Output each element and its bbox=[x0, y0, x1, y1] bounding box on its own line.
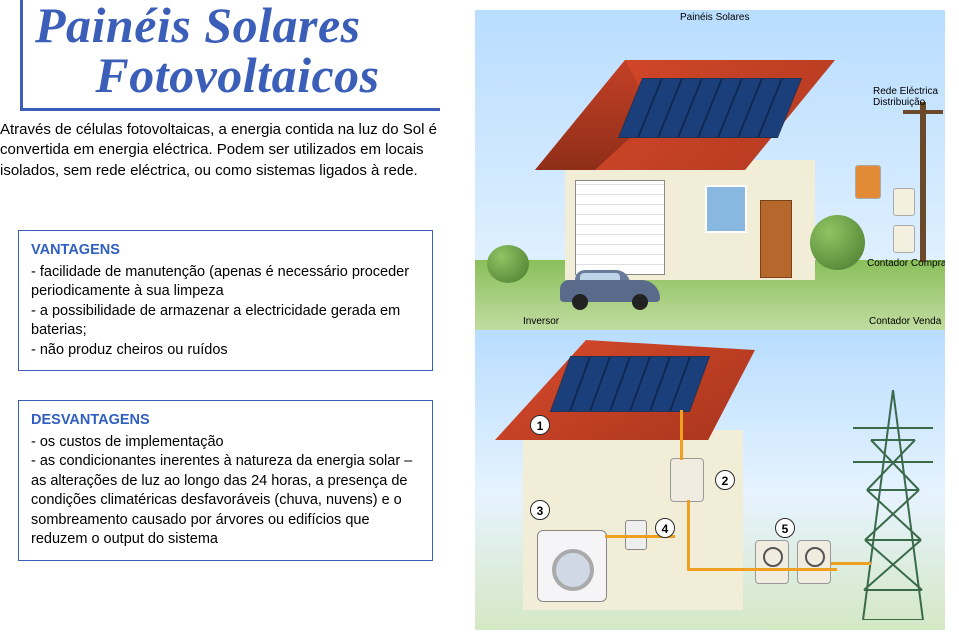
callout-4: 4 bbox=[655, 518, 675, 538]
solar-panel-array-icon bbox=[618, 78, 802, 138]
wire-icon bbox=[831, 562, 871, 565]
meter-sell-icon bbox=[893, 225, 915, 253]
advantage-item: - a possibilidade de armazenar a electri… bbox=[31, 302, 420, 341]
callout-1: 1 bbox=[530, 415, 550, 435]
solar-diagram-illustration: Painéis Solares Rede Eléctrica Distribui… bbox=[475, 10, 945, 630]
disadvantages-box: DESVANTAGENS - os custos de implementaçã… bbox=[18, 400, 433, 561]
label-paineis: Painéis Solares bbox=[680, 12, 749, 23]
window-icon bbox=[705, 185, 747, 233]
callout-2: 2 bbox=[715, 470, 735, 490]
intro-paragraph: Através de células fotovoltaicas, a ener… bbox=[0, 120, 455, 181]
house-top-view bbox=[535, 60, 835, 280]
wire-icon bbox=[680, 410, 683, 460]
advantages-box: VANTAGENS - facilidade de manutenção (ap… bbox=[18, 230, 433, 371]
cutaway-inverter-icon bbox=[670, 458, 704, 502]
advantages-heading: VANTAGENS bbox=[31, 241, 420, 261]
label-rede: Rede Eléctrica Distribuição bbox=[873, 86, 941, 108]
transmission-tower-icon bbox=[853, 390, 933, 620]
cutaway-meter-icon bbox=[797, 540, 831, 584]
meter-buy-icon bbox=[893, 188, 915, 216]
label-contador-compra: Contador Compra bbox=[867, 258, 945, 269]
callout-3: 3 bbox=[530, 500, 550, 520]
disadvantage-item: - os custos de implementação bbox=[31, 433, 420, 453]
title-line-1: Painéis Solares bbox=[35, 0, 440, 50]
wire-icon bbox=[687, 500, 690, 570]
title-line-2: Fotovoltaicos bbox=[35, 50, 440, 100]
advantage-item: - não produz cheiros ou ruídos bbox=[31, 341, 420, 361]
cutaway-meter-icon bbox=[755, 540, 789, 584]
wire-icon bbox=[687, 568, 837, 571]
garage-door-icon bbox=[575, 180, 665, 275]
bush-icon bbox=[810, 215, 865, 270]
washing-machine-icon bbox=[537, 530, 607, 602]
callout-5: 5 bbox=[775, 518, 795, 538]
door-icon bbox=[760, 200, 792, 278]
label-inversor: Inversor bbox=[523, 316, 559, 327]
disadvantages-heading: DESVANTAGENS bbox=[31, 411, 420, 431]
utility-pole-arm-icon bbox=[903, 110, 943, 114]
car-icon bbox=[560, 270, 660, 310]
cutaway-solar-panel-icon bbox=[550, 356, 710, 412]
inverter-icon bbox=[855, 165, 881, 199]
disadvantage-item: - as condicionantes inerentes à natureza… bbox=[31, 452, 420, 550]
bush-icon bbox=[487, 245, 529, 283]
house-cutaway-view: 1 2 3 4 5 bbox=[475, 330, 945, 630]
label-contador-venda: Contador Venda bbox=[869, 316, 941, 327]
advantage-item: - facilidade de manutenção (apenas é nec… bbox=[31, 263, 420, 302]
page-title-block: Painéis Solares Fotovoltaicos bbox=[20, 0, 440, 111]
utility-pole-icon bbox=[920, 102, 926, 262]
